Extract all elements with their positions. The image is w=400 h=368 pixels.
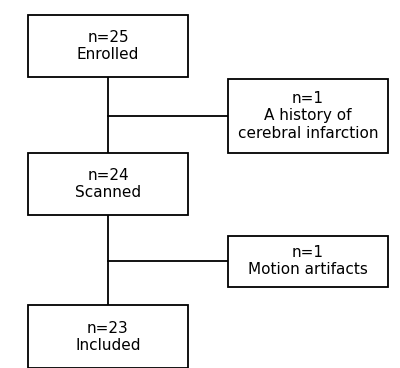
Text: n=1
A history of
cerebral infarction: n=1 A history of cerebral infarction [238, 91, 378, 141]
FancyBboxPatch shape [28, 153, 188, 215]
FancyBboxPatch shape [228, 79, 388, 153]
Text: n=23
Included: n=23 Included [75, 321, 141, 353]
FancyBboxPatch shape [228, 236, 388, 287]
FancyBboxPatch shape [28, 15, 188, 77]
FancyBboxPatch shape [28, 305, 188, 368]
Text: n=25
Enrolled: n=25 Enrolled [77, 30, 139, 62]
Text: n=1
Motion artifacts: n=1 Motion artifacts [248, 245, 368, 277]
Text: n=24
Scanned: n=24 Scanned [75, 168, 141, 200]
